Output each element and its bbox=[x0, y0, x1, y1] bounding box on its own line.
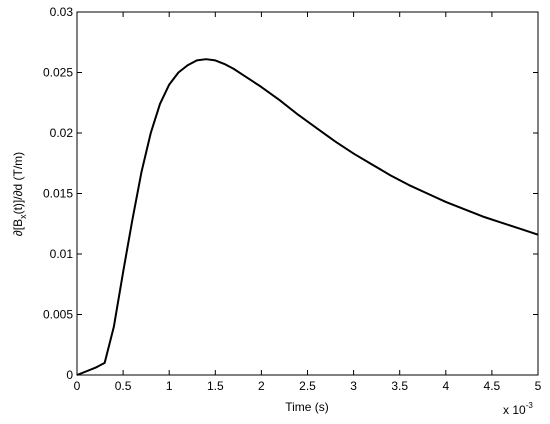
x-tick-label: 0.5 bbox=[115, 379, 132, 393]
x-tick-label: 4 bbox=[442, 379, 449, 393]
y-axis-label: ∂[Bx(t)]/∂d (T/m) bbox=[11, 152, 28, 236]
x-tick-label: 5 bbox=[535, 379, 542, 393]
y-tick-label: 0 bbox=[66, 368, 73, 382]
y-tick-label: 0.03 bbox=[50, 5, 74, 19]
y-tick-label: 0.01 bbox=[50, 247, 74, 261]
y-label-part: (t)]/∂d (T/m) bbox=[11, 152, 25, 215]
multiplier-exponent: -3 bbox=[526, 401, 534, 410]
x-tick-label: 3 bbox=[350, 379, 357, 393]
multiplier-base: x 10 bbox=[503, 403, 526, 417]
y-tick-label: 0.005 bbox=[43, 308, 73, 322]
x-tick-label: 1 bbox=[166, 379, 173, 393]
x-tick-label: 2 bbox=[258, 379, 265, 393]
x-tick-label: 2.5 bbox=[299, 379, 316, 393]
x-axis-label: Time (s) bbox=[285, 400, 329, 414]
x-tick-label: 1.5 bbox=[207, 379, 224, 393]
y-tick-label: 0.02 bbox=[50, 126, 74, 140]
y-label-part: ∂[B bbox=[11, 219, 25, 236]
y-tick-label: 0.015 bbox=[43, 187, 73, 201]
plot-box bbox=[76, 11, 539, 376]
x-multiplier: x 10-3 bbox=[503, 401, 533, 417]
x-tick-label: 3.5 bbox=[391, 379, 408, 393]
y-label-subscript: x bbox=[18, 214, 28, 219]
x-tick-label: 0 bbox=[74, 379, 81, 393]
x-tick-label: 4.5 bbox=[484, 379, 501, 393]
y-tick-label: 0.025 bbox=[43, 66, 73, 80]
data-line bbox=[76, 58, 539, 376]
